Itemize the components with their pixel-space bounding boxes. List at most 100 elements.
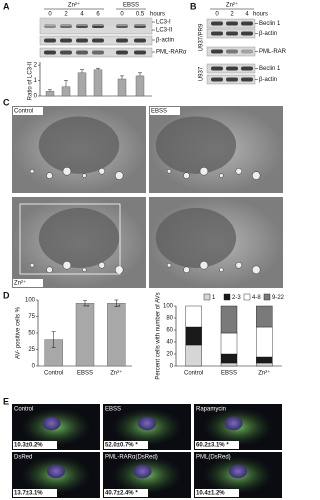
cell-nucleus xyxy=(138,416,156,431)
stat-box xyxy=(13,441,57,449)
y-tick-label: 1 xyxy=(34,78,38,84)
panel-label: B xyxy=(190,1,197,11)
vacuole xyxy=(235,168,243,175)
blot-band xyxy=(226,66,238,71)
blot-band xyxy=(116,38,128,43)
blot-band xyxy=(76,38,88,43)
time-label: 2 xyxy=(64,12,68,18)
band-label: β-actin xyxy=(259,77,277,83)
image-title: Control xyxy=(14,407,33,413)
bar xyxy=(45,91,55,97)
band-label: β-actin xyxy=(156,38,174,44)
time-label: 6 xyxy=(96,12,100,18)
vacuole xyxy=(62,167,72,176)
y-tick-label: 40 xyxy=(166,340,173,346)
vacuole xyxy=(46,266,53,274)
blot xyxy=(40,18,152,26)
time-unit: hours xyxy=(150,12,165,18)
band-label: β-actin xyxy=(259,31,277,37)
nucleus xyxy=(155,207,237,268)
time-unit: hours xyxy=(253,12,268,18)
blot-band xyxy=(116,50,128,55)
blot-band xyxy=(211,21,223,26)
vacuole xyxy=(46,172,53,179)
bar-segment xyxy=(256,356,273,364)
legend-label: 1 xyxy=(212,295,216,301)
legend-swatch xyxy=(243,293,251,301)
bar-segment xyxy=(220,305,238,334)
stat-box xyxy=(195,489,239,497)
image-title-bg xyxy=(13,107,43,115)
image-title-bg xyxy=(150,107,180,115)
legend-label: 4-8 xyxy=(252,295,261,301)
image-stat: 10.3±0.2% xyxy=(14,443,43,449)
blot-band xyxy=(211,49,223,54)
vacuole xyxy=(166,169,172,174)
y-tick-label: 0 xyxy=(32,364,36,370)
bar-segment xyxy=(220,353,238,364)
blot-band xyxy=(92,38,104,43)
bar-segment xyxy=(256,305,273,328)
blot-band xyxy=(60,50,72,55)
image-stat: 40.7±2.4% * xyxy=(105,491,138,497)
image-stat: 13.7±3.1% xyxy=(14,491,43,497)
bar xyxy=(61,86,71,97)
error-bar xyxy=(51,331,56,348)
vacuole xyxy=(166,263,172,268)
blot-band xyxy=(92,50,104,55)
y-tick-label: 0 xyxy=(170,364,174,370)
image-title: EBSS xyxy=(151,109,167,115)
y-tick-label: 100 xyxy=(163,304,174,310)
blot-band xyxy=(241,77,253,82)
bar-segment xyxy=(256,326,273,358)
y-tick-label: 100 xyxy=(25,298,36,304)
bar xyxy=(75,303,95,367)
panel-label: A xyxy=(3,1,10,11)
vacuole xyxy=(29,169,35,174)
stat-box xyxy=(104,489,148,497)
x-tick-label: Zn²⁺ xyxy=(258,370,270,377)
blot-band xyxy=(76,50,88,55)
x-tick-label: EBSS xyxy=(77,371,93,377)
vacuole xyxy=(235,262,243,269)
time-label: 0 xyxy=(48,12,52,18)
vacuole xyxy=(82,267,87,273)
legend-label: 2-3 xyxy=(232,295,241,301)
bar-segment xyxy=(256,362,273,367)
blot-band xyxy=(211,31,223,36)
y-tick-label: 20 xyxy=(166,352,173,358)
image-title: DsRed xyxy=(14,455,32,461)
y-axis-label: Percent cells with number of AVs xyxy=(156,292,162,379)
y-tick-label: 2 xyxy=(34,63,38,69)
vacuole xyxy=(98,168,106,175)
stat-box xyxy=(195,441,239,449)
x-tick-label: Control xyxy=(184,371,203,377)
vacuole xyxy=(199,167,209,176)
panel-label: E xyxy=(3,396,9,406)
time-label: 0 xyxy=(215,12,219,18)
group-label: Zn²⁺ xyxy=(226,2,238,9)
image-stat: 60.2±3.1% * xyxy=(196,443,229,449)
nucleus xyxy=(38,207,120,268)
blot-band xyxy=(226,21,238,26)
cell-nucleus xyxy=(42,416,61,431)
legend-swatch xyxy=(203,293,211,301)
image-title: Rapamycin xyxy=(196,407,226,413)
error-bar xyxy=(48,89,52,92)
blot-band xyxy=(241,21,253,26)
band-label: PML-RARα xyxy=(259,49,286,55)
vacuole xyxy=(98,262,106,269)
inset-box xyxy=(19,203,121,275)
vacuole xyxy=(29,263,35,268)
vacuole xyxy=(114,171,124,180)
image-title: EBSS xyxy=(105,407,121,413)
time-label: 4 xyxy=(245,12,249,18)
legend-swatch xyxy=(263,293,271,301)
bar-segment xyxy=(220,332,238,355)
bar xyxy=(77,72,87,97)
vacuole xyxy=(82,173,87,178)
band-label: LC3-II xyxy=(156,28,173,34)
nucleus xyxy=(38,116,120,174)
y-tick-label: 50 xyxy=(28,331,35,337)
error-bar xyxy=(80,69,84,73)
